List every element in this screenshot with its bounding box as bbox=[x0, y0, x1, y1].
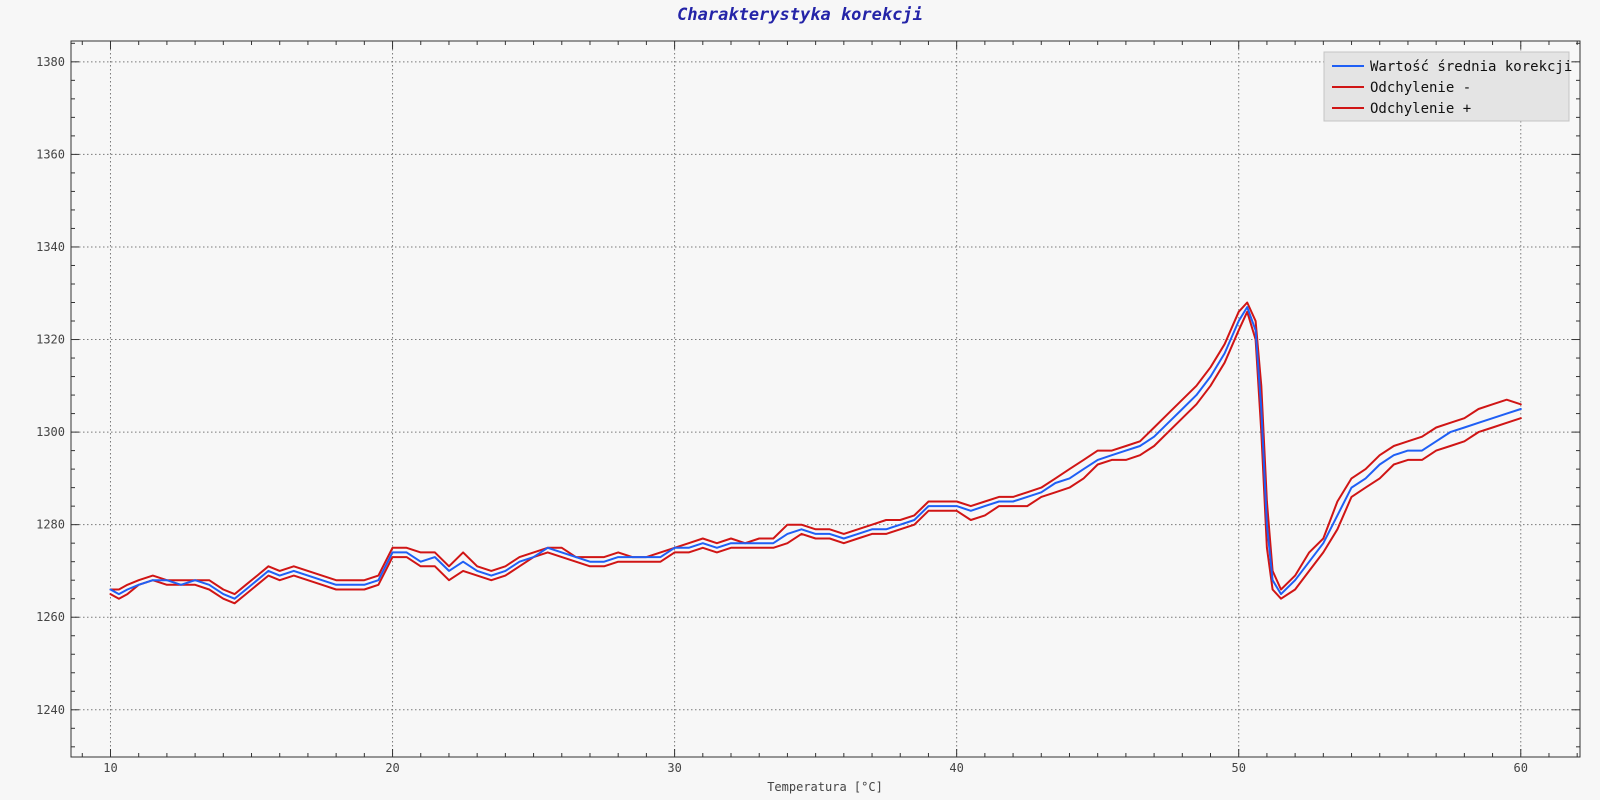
series-layer bbox=[109, 301, 1522, 605]
tick-layer: 10 20 30 40 50 60 1240 1260 1280 1300 1320 1340 1360… bbox=[36, 41, 1580, 775]
y-tick-label: 1320 bbox=[36, 333, 65, 347]
chart-title: Charakterystyka korekcji bbox=[677, 5, 923, 25]
x-tick-label: 10 bbox=[103, 761, 117, 775]
legend-label: Odchylenie + bbox=[1370, 101, 1471, 117]
x-tick-label: 30 bbox=[667, 761, 681, 775]
x-tick-label: 20 bbox=[385, 761, 399, 775]
legend-box bbox=[1323, 51, 1570, 122]
frame-layer bbox=[70, 40, 1581, 758]
y-tick-label: 1360 bbox=[36, 147, 65, 161]
y-tick-label: 1280 bbox=[36, 518, 65, 532]
series-line-1 bbox=[109, 310, 1522, 605]
y-tick-label: 1240 bbox=[36, 703, 65, 717]
x-axis-label: Temperatura [°C] bbox=[767, 780, 883, 794]
y-tick-label: 1380 bbox=[36, 55, 65, 69]
x-tick-label: 40 bbox=[949, 761, 963, 775]
y-tick-label: 1260 bbox=[36, 610, 65, 624]
x-tick-label: 60 bbox=[1514, 761, 1528, 775]
legend-label: Wartość średnia korekcji bbox=[1370, 59, 1572, 75]
y-tick-label: 1300 bbox=[36, 425, 65, 439]
series-line-2 bbox=[109, 301, 1522, 596]
x-tick-label: 50 bbox=[1231, 761, 1245, 775]
series-line-0 bbox=[109, 306, 1522, 600]
y-tick-label: 1340 bbox=[36, 240, 65, 254]
legend: Wartość średnia korekcji Odchylenie - Odch… bbox=[1323, 51, 1572, 122]
legend-label: Odchylenie - bbox=[1370, 80, 1471, 96]
plot-frame bbox=[70, 40, 1581, 758]
